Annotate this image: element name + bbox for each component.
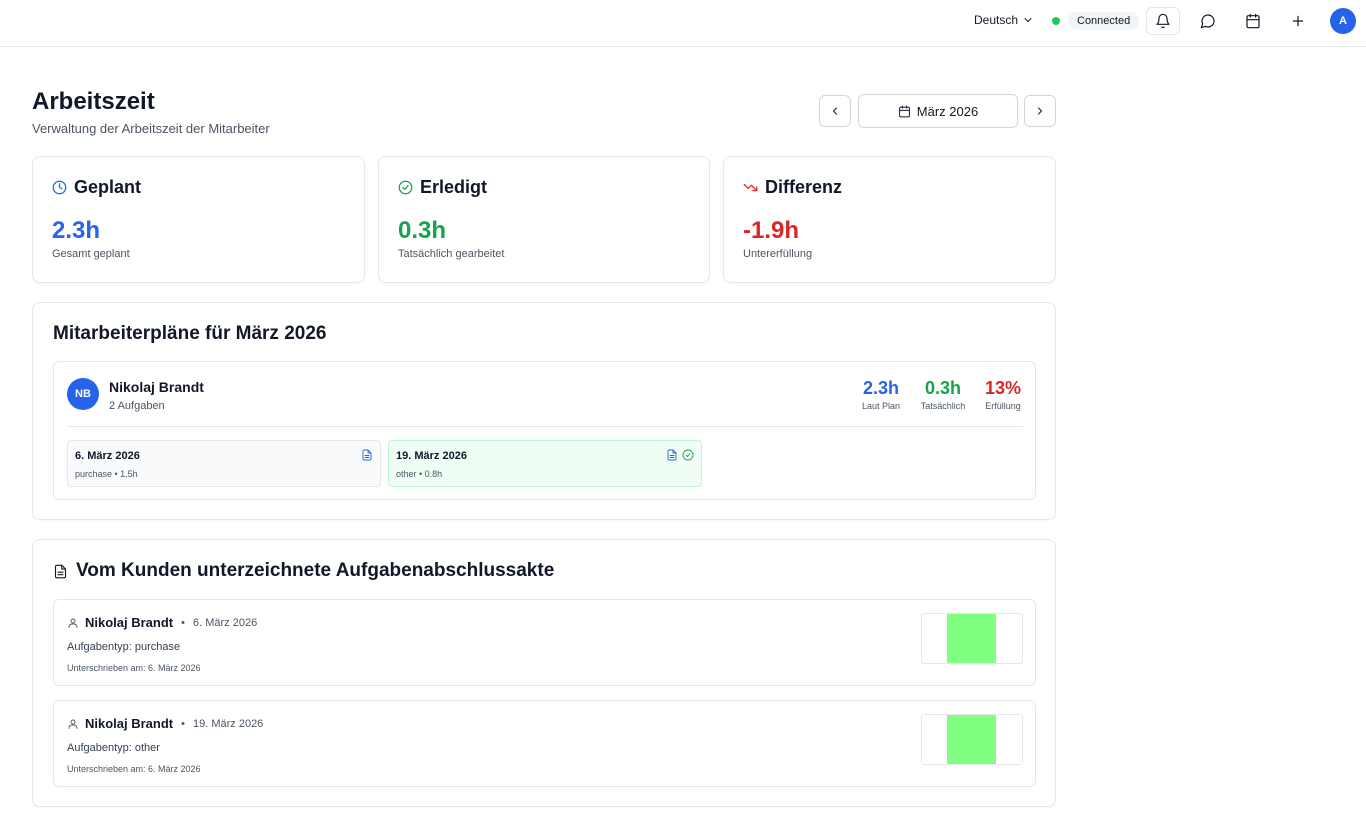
task-item[interactable]: 6. März 2026 purchase • 1.5h [67, 440, 381, 487]
metric-label: Tatsächlich [920, 401, 966, 411]
user-icon [68, 618, 78, 628]
notifications-button[interactable] [1146, 7, 1180, 35]
stat-header: Geplant [52, 177, 141, 198]
page-title: Arbeitszeit [32, 88, 155, 115]
divider [67, 426, 1023, 427]
next-month-button[interactable] [1024, 95, 1056, 127]
trending-down-icon [743, 183, 758, 192]
signed-records-card: Vom Kunden unterzeichnete Aufgabenabschl… [32, 539, 1056, 807]
stat-value: -1.9h [743, 217, 800, 244]
record-task-type: Aufgabentyp: other [67, 742, 160, 754]
calendar-button[interactable] [1236, 7, 1270, 35]
stat-card-completed: Erledigt 0.3h Tatsächlich gearbeitet [378, 156, 710, 283]
metric-planned: 2.3h Laut Plan [859, 378, 903, 411]
signed-record: Nikolaj Brandt • 19. März 2026 Aufgabent… [53, 700, 1036, 787]
task-meta: purchase • 1.5h [75, 469, 138, 479]
chevron-left-icon [833, 107, 837, 115]
page-subtitle: Verwaltung der Arbeitszeit der Mitarbeit… [32, 121, 270, 136]
file-text-icon [54, 564, 67, 578]
previous-month-button[interactable] [819, 95, 851, 127]
stat-label: Tatsächlich gearbeitet [398, 248, 505, 260]
record-signed-at: Unterschrieben am: 6. März 2026 [67, 764, 201, 774]
record-signed-at: Unterschrieben am: 6. März 2026 [67, 663, 201, 673]
stat-header: Erledigt [398, 177, 487, 198]
month-picker-button[interactable]: März 2026 [858, 94, 1018, 128]
stat-header: Differenz [743, 177, 842, 198]
connection-badge: Connected [1068, 12, 1140, 30]
stat-value: 0.3h [398, 217, 447, 244]
bell-icon [1156, 13, 1170, 29]
user-icon [68, 719, 78, 729]
stat-card-difference: Differenz -1.9h Untererfüllung [723, 156, 1056, 283]
signature-thumbnail[interactable] [921, 613, 1023, 664]
employee-plan: NB Nikolaj Brandt 2 Aufgaben 2.3h Laut P… [53, 361, 1036, 500]
section-title: Mitarbeiterpläne für März 2026 [53, 323, 327, 344]
record-task-type: Aufgabentyp: purchase [67, 641, 181, 653]
chevron-down-icon [1024, 18, 1032, 22]
connection-status: Connected [1052, 11, 1140, 31]
task-icons [666, 449, 694, 461]
metric-actual: 0.3h Tatsächlich [918, 378, 968, 411]
check-circle-icon [682, 449, 694, 461]
task-date: 6. März 2026 [75, 450, 140, 462]
employee-plans-card: Mitarbeiterpläne für März 2026 NB Nikola… [32, 302, 1056, 520]
record-date: 19. März 2026 [192, 717, 264, 730]
add-button[interactable] [1281, 7, 1315, 35]
stat-value: 2.3h [52, 217, 101, 244]
status-dot-icon [1052, 17, 1060, 25]
top-bar: Deutsch Connected A [0, 0, 1366, 47]
separator-dot: • [181, 616, 185, 629]
signature-image [947, 715, 996, 764]
avatar: NB [67, 378, 99, 410]
stat-label: Gesamt geplant [52, 248, 130, 260]
metric-fulfillment: 13% Erfüllung [981, 378, 1025, 411]
message-circle-icon [1200, 14, 1215, 29]
plus-icon [1292, 15, 1304, 27]
record-name: Nikolaj Brandt [85, 716, 174, 731]
metric-value: 13% [984, 378, 1022, 398]
chevron-right-icon [1038, 107, 1042, 115]
signature-thumbnail[interactable] [921, 714, 1023, 765]
calendar-icon [1246, 13, 1260, 29]
messages-button[interactable] [1191, 7, 1225, 35]
record-date: 6. März 2026 [192, 616, 258, 629]
task-icons [361, 449, 373, 461]
task-item[interactable]: 19. März 2026 other • 0.8h [388, 440, 702, 487]
employee-name: Nikolaj Brandt [109, 379, 204, 395]
metric-label: Erfüllung [985, 401, 1021, 411]
signed-record: Nikolaj Brandt • 6. März 2026 Aufgabenty… [53, 599, 1036, 686]
stat-title: Geplant [74, 177, 142, 197]
stat-card-planned: Geplant 2.3h Gesamt geplant [32, 156, 365, 283]
task-meta: other • 0.8h [396, 469, 443, 479]
stat-title: Differenz [765, 177, 843, 197]
stat-label: Untererfüllung [743, 248, 813, 260]
month-label: März 2026 [916, 103, 979, 119]
metric-value: 0.3h [924, 378, 962, 398]
employee-task-count: 2 Aufgaben [109, 400, 165, 412]
section-title: Vom Kunden unterzeichnete Aufgabenabschl… [53, 560, 554, 582]
user-avatar[interactable]: A [1330, 8, 1356, 34]
clock-icon [52, 180, 67, 195]
language-selector[interactable]: Deutsch [974, 13, 1034, 27]
file-text-icon[interactable] [666, 449, 678, 461]
signature-image [947, 614, 996, 663]
language-label: Deutsch [974, 13, 1019, 27]
calendar-icon [898, 105, 910, 117]
check-circle-icon [398, 180, 413, 195]
record-name: Nikolaj Brandt [85, 615, 174, 630]
section-title-text: Vom Kunden unterzeichnete Aufgabenabschl… [76, 560, 555, 581]
task-date: 19. März 2026 [396, 450, 467, 462]
file-text-icon[interactable] [361, 449, 373, 461]
stat-title: Erledigt [420, 177, 488, 197]
metric-value: 2.3h [862, 378, 900, 398]
record-header: Nikolaj Brandt • 6. März 2026 [67, 615, 257, 630]
record-header: Nikolaj Brandt • 19. März 2026 [67, 716, 263, 731]
separator-dot: • [181, 717, 185, 730]
metric-label: Laut Plan [861, 401, 901, 411]
